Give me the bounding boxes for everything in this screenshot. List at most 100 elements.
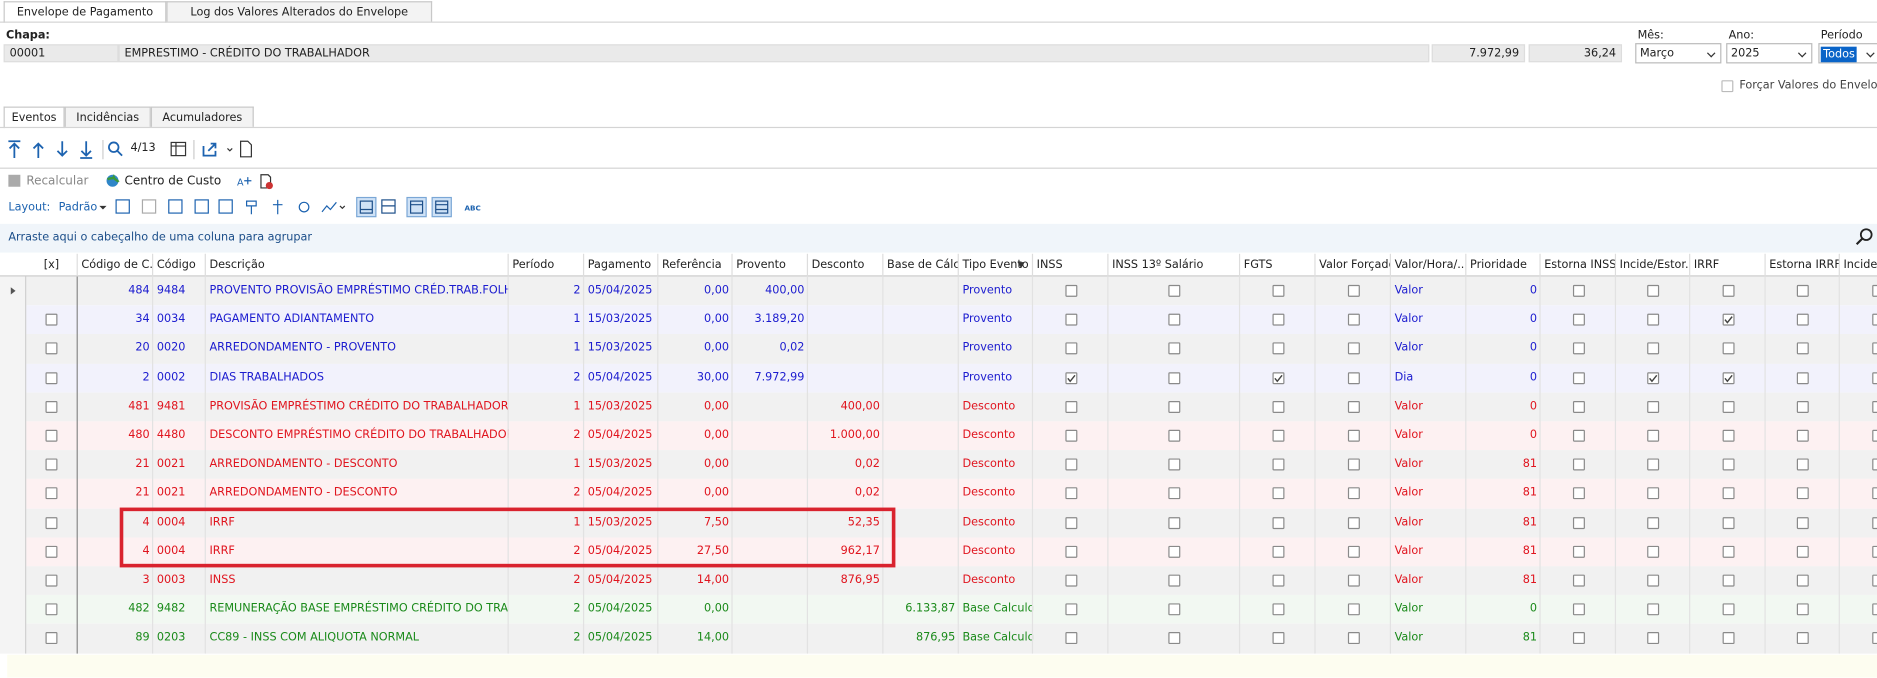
checkbox[interactable] xyxy=(1064,545,1077,558)
column-header[interactable]: INSS 13º Salário xyxy=(1108,253,1241,277)
column-header[interactable]: Estorna IRRF xyxy=(1766,253,1840,277)
checkbox[interactable] xyxy=(1572,284,1585,297)
checkbox[interactable] xyxy=(1347,429,1360,442)
checkbox[interactable] xyxy=(1721,487,1734,500)
checkbox[interactable] xyxy=(1647,400,1660,413)
checkbox[interactable] xyxy=(1871,342,1877,355)
checkbox[interactable] xyxy=(1796,342,1809,355)
checkbox[interactable] xyxy=(1572,458,1585,471)
checkbox[interactable] xyxy=(1271,429,1284,442)
checkbox[interactable] xyxy=(1721,516,1734,529)
column-header[interactable]: Código de C... xyxy=(78,253,154,277)
column-header[interactable]: Desconto xyxy=(808,253,884,277)
checkbox[interactable] xyxy=(1721,545,1734,558)
checkbox[interactable] xyxy=(1347,284,1360,297)
column-header[interactable]: Incide/... xyxy=(1840,254,1877,277)
select-checkbox[interactable] xyxy=(45,313,58,326)
recalcular-button[interactable]: Recalcular xyxy=(26,174,89,188)
checkbox[interactable] xyxy=(1796,487,1809,500)
column-header[interactable]: Descrição xyxy=(206,253,509,277)
checkbox[interactable] xyxy=(1796,284,1809,297)
subtab[interactable]: Incidências xyxy=(64,106,151,127)
subtab[interactable]: Acumuladores xyxy=(150,106,254,127)
checkbox[interactable] xyxy=(1572,371,1585,384)
checkbox[interactable] xyxy=(1168,516,1181,529)
checkbox[interactable] xyxy=(1347,400,1360,413)
checkbox[interactable] xyxy=(1796,400,1809,413)
select-checkbox[interactable] xyxy=(45,632,58,645)
grid-search[interactable] xyxy=(1855,227,1874,246)
checkbox[interactable] xyxy=(1721,632,1734,645)
checkbox[interactable] xyxy=(1064,574,1077,587)
select-checkbox[interactable] xyxy=(45,487,58,500)
checkbox[interactable] xyxy=(1796,574,1809,587)
checkbox[interactable] xyxy=(1647,342,1660,355)
checkbox[interactable] xyxy=(1168,632,1181,645)
checkbox[interactable] xyxy=(1168,487,1181,500)
checkbox[interactable] xyxy=(1796,429,1809,442)
column-header[interactable]: FGTS xyxy=(1240,253,1316,277)
checkbox[interactable] xyxy=(1168,603,1181,616)
select-checkbox[interactable] xyxy=(45,429,58,442)
layout-select[interactable]: Padrão xyxy=(58,201,98,215)
checkbox[interactable] xyxy=(1647,313,1660,326)
checkbox[interactable] xyxy=(1271,458,1284,471)
checkbox[interactable] xyxy=(1271,400,1284,413)
checkbox[interactable] xyxy=(1647,603,1660,616)
checkbox[interactable] xyxy=(1271,516,1284,529)
grid-button[interactable] xyxy=(170,141,187,157)
checkbox[interactable] xyxy=(1796,545,1809,558)
checkbox[interactable] xyxy=(1271,545,1284,558)
checkbox[interactable] xyxy=(1647,284,1660,297)
month-select[interactable]: Março xyxy=(1635,43,1722,64)
select-checkbox[interactable] xyxy=(45,545,58,558)
checkbox[interactable] xyxy=(1347,603,1360,616)
checkbox[interactable] xyxy=(1064,516,1077,529)
export-button[interactable] xyxy=(202,142,217,157)
checkbox[interactable] xyxy=(1064,458,1077,471)
column-header[interactable]: Incide/Estor... xyxy=(1616,253,1691,277)
column-header[interactable]: [x] xyxy=(26,253,78,277)
checkbox[interactable] xyxy=(1168,371,1181,384)
column-header[interactable]: Referência xyxy=(658,253,733,277)
tab[interactable]: Log dos Valores Alterados do Envelope xyxy=(166,1,433,22)
checkbox[interactable] xyxy=(1064,603,1077,616)
checkbox[interactable] xyxy=(1064,400,1077,413)
checkbox[interactable] xyxy=(1871,574,1877,587)
checkbox[interactable] xyxy=(1647,545,1660,558)
select-checkbox[interactable] xyxy=(45,400,58,413)
search-button[interactable] xyxy=(108,141,120,153)
column-header[interactable]: Período xyxy=(509,253,585,277)
checkbox[interactable] xyxy=(1721,574,1734,587)
checkbox[interactable] xyxy=(1647,458,1660,471)
checkbox[interactable] xyxy=(1168,429,1181,442)
checkbox[interactable] xyxy=(1168,545,1181,558)
column-header[interactable]: Base de Cálc... xyxy=(883,253,959,277)
checkbox[interactable] xyxy=(1271,487,1284,500)
checkbox[interactable] xyxy=(1347,574,1360,587)
checkbox[interactable] xyxy=(1064,342,1077,355)
checkbox[interactable] xyxy=(1168,400,1181,413)
checkbox[interactable] xyxy=(1796,632,1809,645)
last-button[interactable] xyxy=(80,141,93,159)
checkbox[interactable] xyxy=(1347,516,1360,529)
checkbox[interactable] xyxy=(1271,574,1284,587)
column-header[interactable]: Valor Forçado xyxy=(1316,253,1391,277)
column-header[interactable]: Provento xyxy=(733,253,809,277)
period-select[interactable]: Todos xyxy=(1818,43,1877,64)
column-header[interactable]: Valor/Hora/... xyxy=(1391,253,1467,277)
select-checkbox[interactable] xyxy=(45,516,58,529)
next-button[interactable] xyxy=(56,141,68,157)
checkbox[interactable] xyxy=(1796,603,1809,616)
checkbox[interactable] xyxy=(1168,574,1181,587)
checkbox[interactable] xyxy=(1796,516,1809,529)
checkbox[interactable] xyxy=(1647,429,1660,442)
checkbox[interactable] xyxy=(1796,313,1809,326)
checkbox[interactable] xyxy=(1721,284,1734,297)
checkbox[interactable] xyxy=(1572,487,1585,500)
checkbox[interactable] xyxy=(1721,342,1734,355)
checkbox[interactable] xyxy=(1347,487,1360,500)
checkbox[interactable] xyxy=(1572,313,1585,326)
checkbox[interactable] xyxy=(1347,632,1360,645)
checkbox[interactable] xyxy=(1796,458,1809,471)
